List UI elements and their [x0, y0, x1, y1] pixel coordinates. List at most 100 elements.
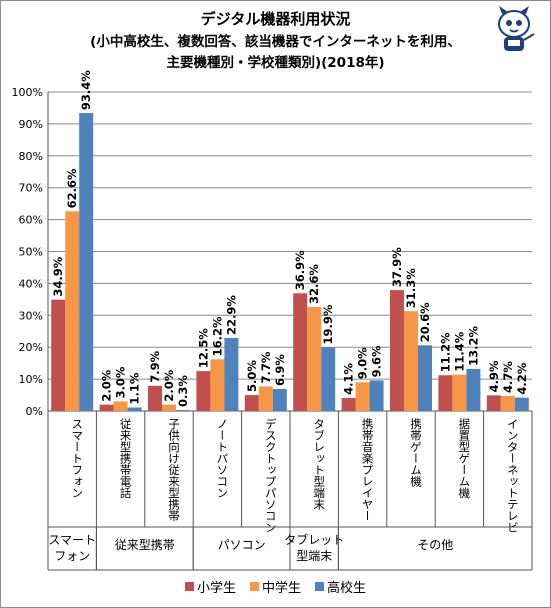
bar: [355, 382, 370, 411]
bar: [341, 397, 356, 411]
data-label: 1.1%: [128, 372, 142, 404]
x-category-label: スマートフォン: [70, 418, 84, 499]
data-label: 6.9%: [273, 354, 287, 386]
group-label: その他: [417, 538, 453, 552]
group-label: タブレット: [284, 532, 344, 547]
bars: [51, 113, 529, 411]
bar: [514, 397, 529, 411]
bar: [321, 347, 336, 411]
legend: 小学生 中学生 高校生: [0, 577, 551, 596]
chart-subtitle-line-1: (小中高校生、複数回答、該当機器でインターネットを利用、: [90, 34, 461, 50]
bar: [369, 380, 384, 411]
y-tick-label: 60%: [19, 214, 43, 227]
bar: [224, 337, 239, 411]
bar: [452, 374, 467, 411]
data-label: 62.6%: [65, 168, 79, 208]
y-tick-label: 70%: [19, 182, 43, 195]
legend-item-junior-high: 中学生: [249, 577, 301, 596]
group-label: 従来型携帯: [115, 537, 175, 552]
data-label: 7.9%: [148, 350, 162, 382]
y-tick-label: 90%: [19, 118, 43, 131]
data-label: 9.0%: [356, 347, 370, 379]
data-label: 11.2%: [438, 332, 452, 372]
x-category-label: デスクトップパソコン: [264, 417, 278, 533]
bar: [486, 395, 501, 411]
data-labels: 34.9% 2.0% 7.9% 12.5% 5.0% 36.9% 4.1% 37.9% 11.2…: [51, 70, 529, 407]
legend-label-high-school: 高校生: [327, 581, 367, 596]
bar: [390, 290, 404, 411]
x-category-label: 従来型携帯電話: [119, 418, 133, 499]
bar: [65, 211, 80, 411]
data-label: 13.2%: [466, 326, 480, 366]
data-label: 11.4%: [452, 331, 466, 371]
chart-title: デジタル機器利用状況: [200, 10, 351, 28]
x-category-label: 携帯ゲーム機: [409, 417, 423, 488]
data-label: 36.9%: [293, 250, 307, 290]
data-label: 37.9%: [390, 247, 404, 287]
bar: [162, 404, 176, 411]
bar: [148, 385, 162, 411]
data-label: 4.2%: [515, 362, 529, 394]
bar: [51, 299, 66, 411]
data-label: 4.7%: [501, 361, 515, 393]
data-label: 16.2%: [210, 316, 224, 356]
x-category-label: 据置型ゲーム機: [457, 417, 471, 499]
data-label: 2.0%: [100, 369, 114, 401]
bar: [307, 307, 322, 411]
data-label: 32.6%: [307, 264, 321, 304]
data-label: 22.9%: [224, 295, 238, 335]
bar: [196, 371, 211, 411]
legend-swatch-junior-high: [249, 582, 259, 591]
bar: [113, 401, 128, 411]
group-label: 型端末: [296, 549, 332, 563]
bar: [293, 293, 308, 411]
data-label: 93.4%: [79, 70, 93, 110]
data-label: 12.5%: [196, 328, 210, 368]
bar: [466, 368, 481, 411]
data-label: 3.0%: [114, 366, 128, 398]
bar: [258, 386, 273, 411]
bar: [500, 396, 515, 411]
bar: [127, 407, 142, 411]
y-tick-label: 100%: [12, 86, 43, 99]
data-label: 4.1%: [342, 363, 356, 395]
bar: [79, 113, 94, 411]
x-category-label: タブレット型端末: [312, 418, 326, 511]
y-tick-label: 30%: [19, 309, 43, 322]
y-tick-label: 40%: [19, 277, 43, 290]
legend-label-junior-high: 中学生: [261, 581, 301, 596]
group-label: フォン: [54, 549, 90, 563]
bar: [404, 311, 418, 411]
data-label: 5.0%: [245, 360, 259, 392]
legend-label-elementary: 小学生: [196, 581, 236, 596]
group-label: パソコン: [218, 538, 266, 552]
bar: [176, 410, 190, 411]
y-tick-label: 10%: [19, 373, 43, 386]
x-axis-groups: スマートフォン 従来型携帯 パソコン タブレット型端末 その他: [47, 526, 533, 571]
bar: [99, 404, 114, 411]
data-label: 34.9%: [51, 256, 65, 296]
x-category-label: ノートパソコン: [215, 418, 229, 499]
legend-item-high-school: 高校生: [315, 577, 366, 596]
mascot-logo-icon: [498, 6, 535, 51]
data-label: 31.3%: [404, 268, 418, 308]
group-label: スマート: [48, 533, 96, 547]
bar: [244, 395, 259, 411]
data-label: 7.7%: [259, 351, 273, 383]
data-label: 4.9%: [487, 360, 501, 392]
legend-swatch-elementary: [184, 582, 194, 591]
y-axis-ticks: 0% 10% 20% 30% 40% 50% 60% 70% 80% 90% 100%: [12, 86, 43, 418]
y-tick-label: 80%: [19, 150, 43, 163]
y-tick-label: 50%: [19, 246, 43, 259]
y-tick-label: 20%: [19, 341, 43, 354]
bar: [272, 388, 287, 411]
y-tick-label: 0%: [26, 405, 43, 418]
data-label: 20.6%: [418, 302, 432, 342]
x-category-label: インターネットテレビ: [506, 418, 520, 533]
bar: [418, 345, 432, 411]
data-label: 19.9%: [321, 304, 335, 344]
bar: [210, 359, 225, 411]
data-label: 9.6%: [370, 345, 384, 377]
chart-subtitle-line-2: 主要機種別・学校種類別)(2018年): [166, 55, 385, 71]
